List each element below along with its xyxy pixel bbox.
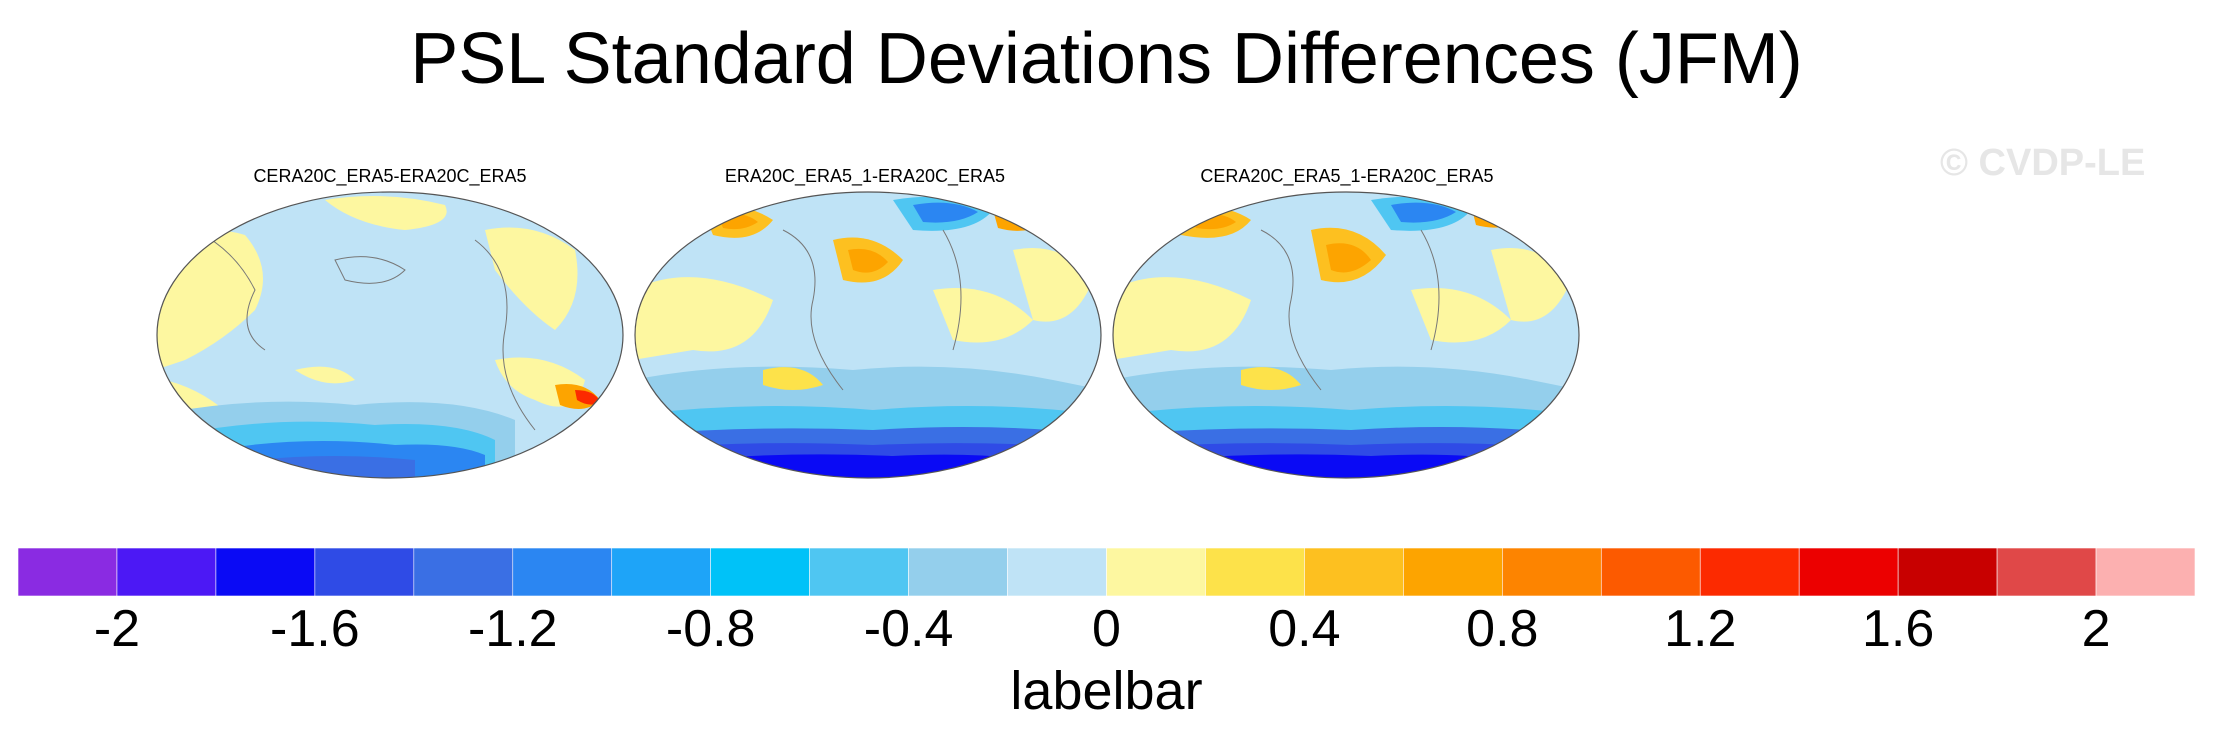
colorbar-tick-label: 0.8 xyxy=(1466,600,1538,658)
colorbar-box xyxy=(1600,547,1701,597)
colorbar-tick-label: -2 xyxy=(94,600,140,658)
map-panel-1 xyxy=(156,191,624,479)
colorbar-tick-label: -0.4 xyxy=(864,600,954,658)
colorbar-tick-label: 1.6 xyxy=(1862,600,1934,658)
colorbar-box xyxy=(1699,547,1800,597)
colorbar-box xyxy=(1304,547,1404,597)
colorbar-tick-label: 1.2 xyxy=(1664,600,1736,658)
colorbar-box xyxy=(710,547,810,597)
colorbar-tick-label: -1.2 xyxy=(468,600,558,658)
colorbar-box xyxy=(1897,547,1998,597)
figure-title: PSL Standard Deviations Differences (JFM… xyxy=(410,19,1803,99)
colorbar-tick-label: -0.8 xyxy=(666,600,756,658)
colorbar-box xyxy=(611,547,711,597)
colorbar-box xyxy=(809,547,909,597)
colorbar-box xyxy=(1403,547,1503,597)
panel-label-1: CERA20C_ERA5-ERA20C_ERA5 xyxy=(253,166,527,186)
colorbar-box xyxy=(1798,547,1899,597)
colorbar-box xyxy=(1502,547,1602,597)
colorbar: -2 -1.6 -1.2 -0.8 -0.4 0 0.4 0.8 1.2 1.6 2 xyxy=(17,547,2196,658)
colorbar-box xyxy=(413,547,514,597)
colorbar-title: labelbar xyxy=(1010,661,1203,721)
colorbar-tick-label: 0.4 xyxy=(1268,600,1340,658)
colorbar-box xyxy=(1205,547,1305,597)
colorbar-box xyxy=(314,547,415,597)
colorbar-box xyxy=(908,547,1008,597)
colorbar-tick-label: 0 xyxy=(1092,600,1121,658)
colorbar-tick-label: 2 xyxy=(2082,600,2111,658)
colorbar-box xyxy=(1007,547,1107,597)
colorbar-box xyxy=(215,547,316,597)
map-panel-3 xyxy=(1112,191,1580,479)
colorbar-box xyxy=(2095,547,2196,597)
panel-label-3: CERA20C_ERA5_1-ERA20C_ERA5 xyxy=(1200,166,1494,186)
map-panel-2 xyxy=(634,191,1102,479)
colorbar-box xyxy=(1996,547,2097,597)
colorbar-box xyxy=(1106,547,1206,597)
watermark: © CVDP-LE xyxy=(1940,142,2146,184)
colorbar-tick-label: -1.6 xyxy=(270,600,360,658)
colorbar-box xyxy=(116,547,217,597)
colorbar-box xyxy=(17,547,118,597)
panel-label-2: ERA20C_ERA5_1-ERA20C_ERA5 xyxy=(724,166,1006,186)
colorbar-box xyxy=(512,547,613,597)
